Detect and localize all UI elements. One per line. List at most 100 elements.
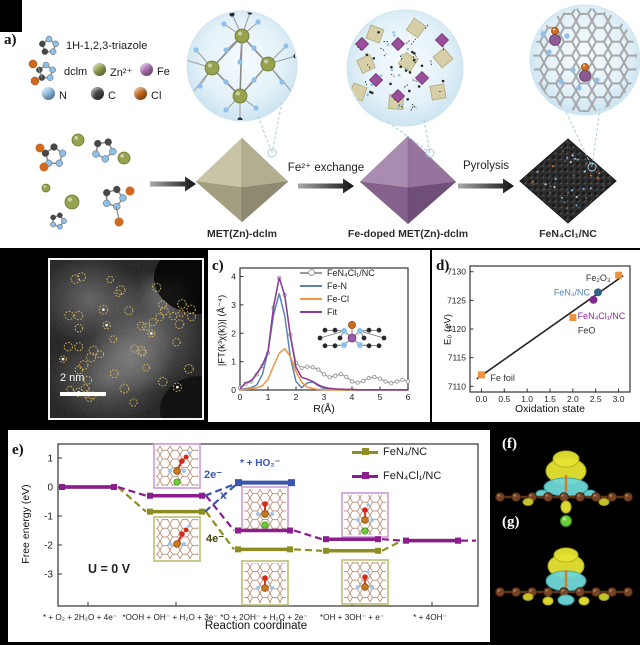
two-electron-branch [204, 479, 295, 513]
svg-text:2.0: 2.0 [567, 394, 579, 404]
intermediate-structure-insets [153, 443, 389, 606]
svg-text:0: 0 [231, 385, 236, 395]
annotation-4e-pathway: 4e⁻ [206, 533, 225, 545]
svg-text:0.0: 0.0 [476, 394, 488, 404]
reference-points: Fe foil FeO Fe₂O₃ FeN₄/NC FeN₄Cl₁/NC [477, 271, 626, 383]
fit-line-swatch [300, 310, 322, 314]
legend-item-fe-n: Fe-N [300, 281, 347, 291]
svg-text:7125: 7125 [447, 295, 466, 305]
svg-text:1: 1 [47, 454, 53, 465]
free-energy-diagram-graphic: 1 0 -1 -2 -3 * + O₂ + 2H₂O + 4e⁻ *OOH + OH⁻ + … [43, 443, 479, 622]
svg-text:2: 2 [294, 392, 299, 402]
legend-item-fit: Fit [300, 307, 337, 317]
panel-e-label: e) [12, 442, 24, 458]
legend-item-fen4cl1nc-e: FeN₄Cl₁/NC [352, 470, 441, 482]
fen4nc-square-marker [361, 448, 369, 455]
legend-zn-label: Zn²⁺ [110, 67, 133, 79]
charge-density-f-with-cl [495, 450, 633, 527]
panel-d-label: d) [436, 258, 450, 274]
legend-label-fit: Fit [327, 307, 337, 317]
panels-f-g-charge-density: (f) (g) [490, 430, 640, 645]
fen4nc-swatch [352, 448, 378, 455]
panel-c-label: c) [212, 258, 224, 274]
legend-label-fen4cl1nc-e: FeN₄Cl₁/NC [383, 470, 442, 482]
precursor-molecules [35, 133, 135, 230]
exafs-x-axis-label: R(Å) [313, 403, 335, 415]
annotation-ho2-product: * + HO₂⁻ [240, 458, 281, 469]
legend-label-fen4cl1nc: FeN₄Cl₁/NC [327, 268, 375, 278]
svg-text:Fe₂O₃: Fe₂O₃ [586, 273, 611, 283]
legend-molecule-icons [28, 35, 59, 86]
panel-b-tem-image: 2 nm [48, 258, 204, 420]
svg-text:4: 4 [350, 392, 355, 402]
panel-a-synthesis-scheme: a) 1H-1,2,3-triazole dclm Zn²⁺ Fe N C Cl… [0, 0, 640, 248]
panel-f-label: (f) [502, 436, 517, 452]
caption-met-zn-dclm: MET(Zn)-dclm [207, 228, 277, 240]
scale-bar [60, 392, 106, 396]
caption-fe-doped-met: Fe-doped MET(Zn)-dclm [347, 228, 469, 240]
free-energy-y-axis-label: Free energy (eV) [20, 484, 32, 564]
svg-text:3: 3 [231, 300, 236, 310]
fe-atom-swatch [140, 63, 153, 76]
reaction-step-label: *O + 2OH⁻ + H₂O + 2e⁻ [220, 613, 308, 622]
fe-cl-line-swatch [300, 297, 322, 301]
fe-n-line-swatch [300, 284, 322, 288]
inset-O-cl [241, 486, 289, 532]
charge-density-graphic [495, 450, 633, 606]
zoom-circle-fen4cl-graphene [529, 4, 640, 172]
svg-text:4: 4 [231, 272, 236, 282]
legend-triazole-label: 1H-1,2,3-triazole [66, 40, 148, 52]
legend-item-fen4cl1nc: FeN₄Cl₁/NC [300, 268, 375, 278]
corner-notch [0, 0, 22, 32]
tem-micrograph [50, 260, 202, 418]
reaction-step-label: * + O₂ + 2H₂O + 4e⁻ [43, 613, 117, 622]
legend-label-fe-n: Fe-N [327, 281, 347, 291]
annotation-x-blocked: x [220, 488, 227, 502]
fen4cl1nc-square-marker [361, 472, 369, 479]
pyrolysis-arrow-label: Pyrolysis [462, 160, 510, 172]
svg-text:0.5: 0.5 [498, 394, 510, 404]
svg-text:1: 1 [266, 392, 271, 402]
legend-cl-label: Cl [151, 90, 162, 102]
met-zn-octahedron [195, 137, 289, 223]
scale-bar-label: 2 nm [60, 372, 85, 384]
reaction-coordinate-x-axis-label: Reaction coordinate [204, 620, 308, 632]
panel-a-label: a) [4, 32, 17, 48]
annotation-2e-pathway: 2e⁻ [204, 469, 223, 481]
reaction-step-label: * + 4OH⁻ [413, 613, 447, 622]
svg-text:0: 0 [238, 392, 243, 402]
svg-text:1: 1 [231, 357, 236, 367]
legend-label-fen4nc: FeN₄/NC [383, 446, 428, 458]
legend-label-fe-cl: Fe-Cl [327, 294, 349, 304]
svg-text:6: 6 [406, 392, 411, 402]
fen4cl1nc-line-swatch [300, 269, 322, 277]
oxidation-axes: 0.0 0.5 1.0 1.5 2.0 2.5 3.0 7110 7115 7120 7125 713… [447, 265, 631, 404]
svg-text:3: 3 [322, 392, 327, 402]
zoom-circle-met-structure [186, 10, 298, 158]
legend-item-fen4nc: FeN₄/NC [352, 446, 427, 458]
panel-g-label: (g) [502, 514, 520, 530]
open-circle-marker [308, 269, 315, 277]
inset-OH [341, 559, 389, 605]
legend-n-label: N [59, 90, 67, 102]
fen4cl1nc-swatch [352, 472, 378, 479]
fe-doped-octahedron [359, 135, 457, 225]
fen4cl1nc-energy-series [59, 484, 476, 544]
svg-text:7110: 7110 [448, 381, 467, 391]
fen4cl-inset-molecule [317, 321, 387, 349]
svg-text:2: 2 [231, 328, 236, 338]
charge-density-g-without-cl [495, 547, 633, 606]
legend-item-fe-cl: Fe-Cl [300, 294, 349, 304]
inset-OOH [153, 516, 201, 562]
svg-text:-2: -2 [44, 541, 53, 552]
e0-y-axis-label: E₀ (eV) [442, 314, 454, 345]
cl-atom-swatch [134, 87, 147, 100]
annotation-potential: U = 0 V [88, 562, 131, 576]
oxidation-state-plot-graphic: 0.0 0.5 1.0 1.5 2.0 2.5 3.0 7110 7115 7120 7125 713… [447, 265, 631, 404]
reaction-step-label: *OH + 3OH⁻ + e⁻ [320, 613, 384, 622]
oxidation-x-axis-label: Oxidation state [514, 403, 586, 415]
synthesis-scheme-graphic [28, 4, 640, 230]
svg-text:-3: -3 [44, 570, 53, 581]
